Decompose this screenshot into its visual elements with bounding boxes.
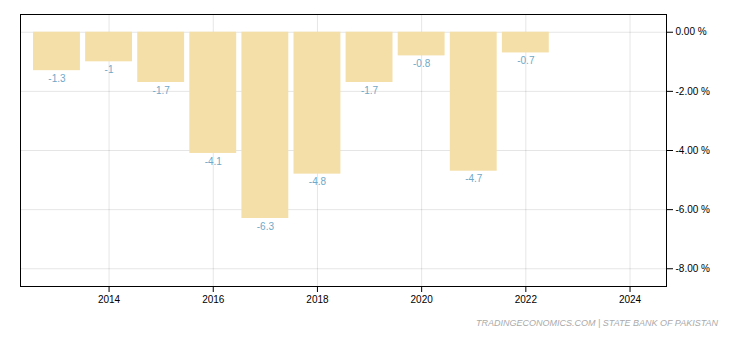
svg-text:2024: 2024 xyxy=(619,294,642,305)
svg-text:-4.7: -4.7 xyxy=(465,173,483,184)
svg-text:-1.7: -1.7 xyxy=(153,85,171,96)
svg-text:0.00 %: 0.00 % xyxy=(676,26,707,37)
svg-text:-2.00 %: -2.00 % xyxy=(676,86,711,97)
svg-text:-4.8: -4.8 xyxy=(309,176,327,187)
svg-text:-6.00 %: -6.00 % xyxy=(676,204,711,215)
svg-text:2020: 2020 xyxy=(411,294,434,305)
svg-text:-0.8: -0.8 xyxy=(413,58,431,69)
svg-text:2014: 2014 xyxy=(98,294,121,305)
svg-text:2022: 2022 xyxy=(515,294,538,305)
svg-text:-4.1: -4.1 xyxy=(205,156,223,167)
svg-text:-4.00 %: -4.00 % xyxy=(676,145,711,156)
svg-text:-6.3: -6.3 xyxy=(257,221,275,232)
svg-text:-8.00 %: -8.00 % xyxy=(676,263,711,274)
svg-text:-1.7: -1.7 xyxy=(361,85,379,96)
svg-text:-1: -1 xyxy=(105,64,114,75)
svg-text:2016: 2016 xyxy=(202,294,225,305)
html-text:TRADINGECONOMICS.COM | STATE B: TRADINGECONOMICS.COM | STATE BANK OF PAK… xyxy=(476,318,718,328)
svg-text:-0.7: -0.7 xyxy=(517,55,535,66)
svg-text:2018: 2018 xyxy=(306,294,329,305)
svg-text:-1.3: -1.3 xyxy=(48,73,66,84)
